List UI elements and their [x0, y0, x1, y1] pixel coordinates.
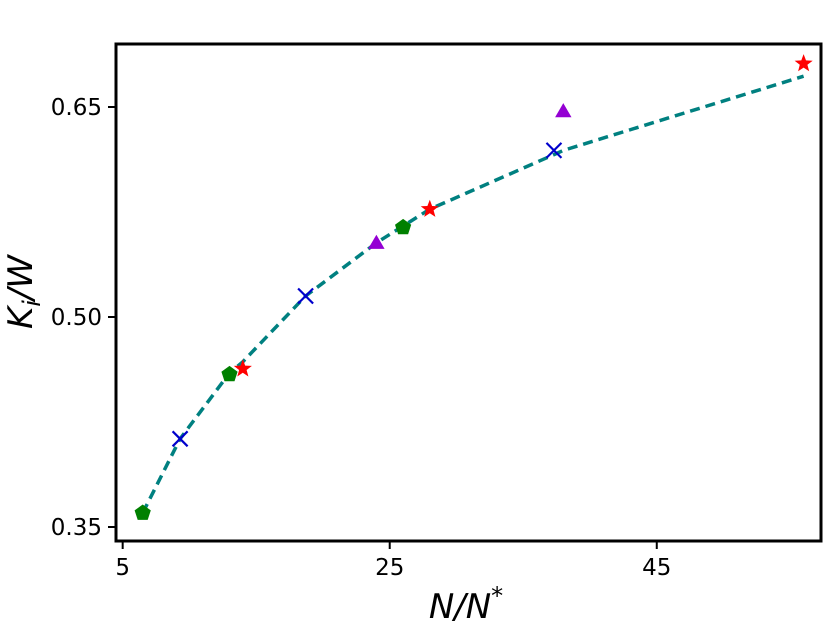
plot-marks: [134, 54, 813, 520]
y-axis-label: Ki/W: [1, 254, 46, 329]
x-point-3: [545, 142, 563, 159]
pentagon-point-1: [134, 504, 151, 520]
pentagon-point-2: [221, 365, 238, 382]
y-tick-label-0.50: 0.50: [51, 305, 102, 331]
triangle-point-1: [368, 234, 385, 249]
plot-frame: [114, 42, 823, 543]
pentagon-point-3: [395, 218, 412, 235]
x-tick-label-45: 45: [642, 555, 671, 581]
x-point-2: [297, 287, 314, 305]
y-tick-label-0.35: 0.35: [51, 515, 102, 541]
y-tick-label-0.65: 0.65: [51, 95, 102, 121]
x-tick-label-25: 25: [375, 555, 404, 581]
x-axis-label: N/N*: [429, 582, 503, 623]
star-point-3: [794, 54, 813, 72]
x-tick-label-5: 5: [115, 555, 130, 581]
star-point-2: [420, 199, 439, 217]
fit-line: [141, 74, 805, 514]
x-point-1: [171, 430, 189, 448]
axes: 5 25 45 0.35 0.50 0.65: [51, 95, 672, 581]
x-axis-label-superscript: *: [491, 582, 503, 610]
y-axis-label-subscript: i: [18, 300, 46, 307]
triangle-point-2: [555, 103, 572, 118]
star-point-1: [233, 359, 252, 377]
